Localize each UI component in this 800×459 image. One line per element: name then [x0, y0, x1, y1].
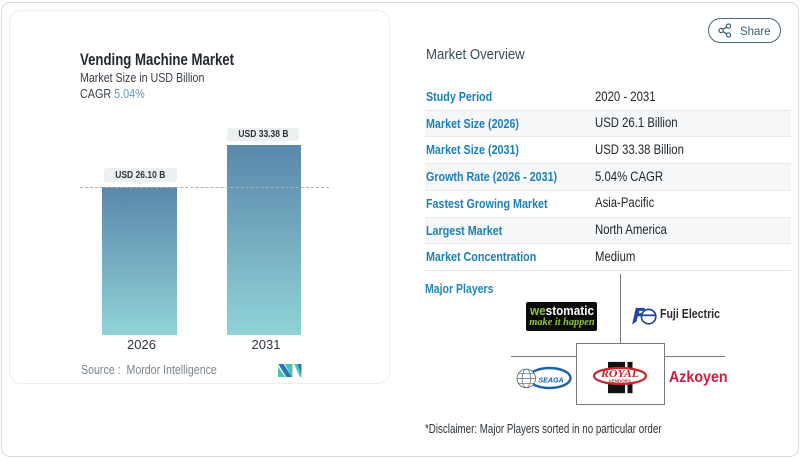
svg-text:SEAGA: SEAGA	[538, 375, 563, 384]
svg-text:VENDORS: VENDORS	[609, 379, 632, 384]
svg-text:ROYAL: ROYAL	[600, 369, 639, 380]
